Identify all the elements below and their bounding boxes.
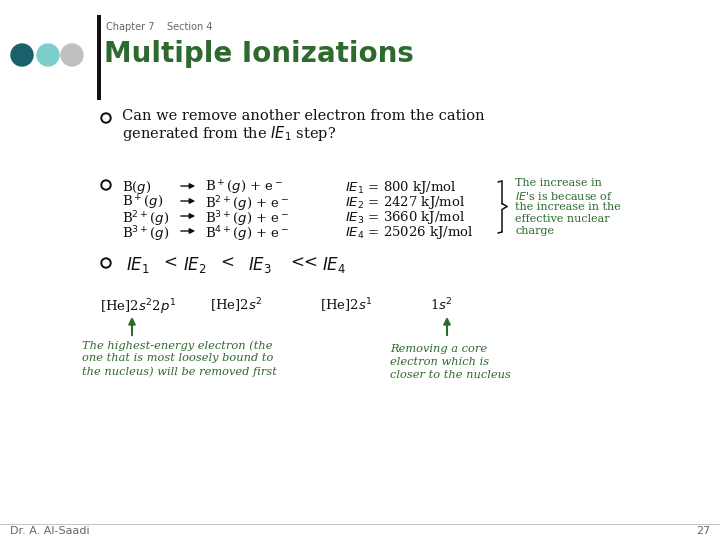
Text: closer to the nucleus: closer to the nucleus [390,370,511,380]
Text: Multiple Ionizations: Multiple Ionizations [104,40,414,68]
Text: $\mathit{IE}_2$: $\mathit{IE}_2$ [183,255,207,275]
Text: 27: 27 [696,526,710,536]
Circle shape [37,44,59,66]
Text: Can we remove another electron from the cation: Can we remove another electron from the … [122,109,485,123]
Text: one that is most loosely bound to: one that is most loosely bound to [82,353,274,363]
Text: <: < [220,255,234,272]
Circle shape [101,258,111,268]
Text: [He]2$s^2$2$p^1$: [He]2$s^2$2$p^1$ [100,297,176,316]
Circle shape [101,113,111,123]
Circle shape [103,260,109,266]
Circle shape [103,115,109,121]
Text: $\mathit{IE}_4$: $\mathit{IE}_4$ [322,255,346,275]
Text: Removing a core: Removing a core [390,344,487,354]
Circle shape [11,44,33,66]
Text: Dr. A. Al-Saadi: Dr. A. Al-Saadi [10,526,89,536]
Text: B($g$): B($g$) [122,179,151,196]
Text: 1$s^2$: 1$s^2$ [430,297,453,314]
Text: Chapter 7    Section 4: Chapter 7 Section 4 [106,22,212,32]
Circle shape [101,180,111,190]
Text: B$^{2+}$($g$): B$^{2+}$($g$) [122,209,169,228]
Text: The increase in: The increase in [515,178,602,188]
Text: B$^{4+}$($g$) + e$^-$: B$^{4+}$($g$) + e$^-$ [205,224,289,244]
Text: $\mathit{IE}_3$ = 3660 kJ/mol: $\mathit{IE}_3$ = 3660 kJ/mol [345,209,465,226]
Text: the nucleus) will be removed first: the nucleus) will be removed first [82,366,277,376]
Text: The highest-energy electron (the: The highest-energy electron (the [82,340,272,350]
Text: $\mathit{IE}_4$ = 25026 kJ/mol: $\mathit{IE}_4$ = 25026 kJ/mol [345,224,474,241]
Text: [He]2$s^2$: [He]2$s^2$ [210,297,263,315]
Circle shape [61,44,83,66]
Text: <: < [163,255,177,272]
Text: $\mathit{IE}$'s is because of: $\mathit{IE}$'s is because of [515,190,613,202]
Text: $\mathit{IE}_2$ = 2427 kJ/mol: $\mathit{IE}_2$ = 2427 kJ/mol [345,194,465,211]
Bar [97,15,101,100]
Text: effective nuclear: effective nuclear [515,214,610,224]
Text: charge: charge [515,226,554,236]
Text: $\mathit{IE}_1$ = 800 kJ/mol: $\mathit{IE}_1$ = 800 kJ/mol [345,179,456,196]
Text: $\mathit{IE}_1$: $\mathit{IE}_1$ [126,255,150,275]
Text: B$^{3+}$($g$): B$^{3+}$($g$) [122,224,169,244]
Text: $\mathit{IE}_3$: $\mathit{IE}_3$ [248,255,272,275]
Text: B$^{3+}$($g$) + e$^-$: B$^{3+}$($g$) + e$^-$ [205,209,289,228]
Text: B$^{2+}$($g$) + e$^-$: B$^{2+}$($g$) + e$^-$ [205,194,289,214]
Text: <<: << [290,255,318,272]
Text: B$^+$($g$): B$^+$($g$) [122,194,163,212]
Text: generated from the $\mathit{IE}_1$ step?: generated from the $\mathit{IE}_1$ step? [122,124,336,143]
Text: the increase in the: the increase in the [515,202,621,212]
Text: [He]2$s^1$: [He]2$s^1$ [320,297,373,315]
Text: electron which is: electron which is [390,357,489,367]
Circle shape [103,182,109,188]
Text: B$^+$($g$) + e$^-$: B$^+$($g$) + e$^-$ [205,179,284,197]
